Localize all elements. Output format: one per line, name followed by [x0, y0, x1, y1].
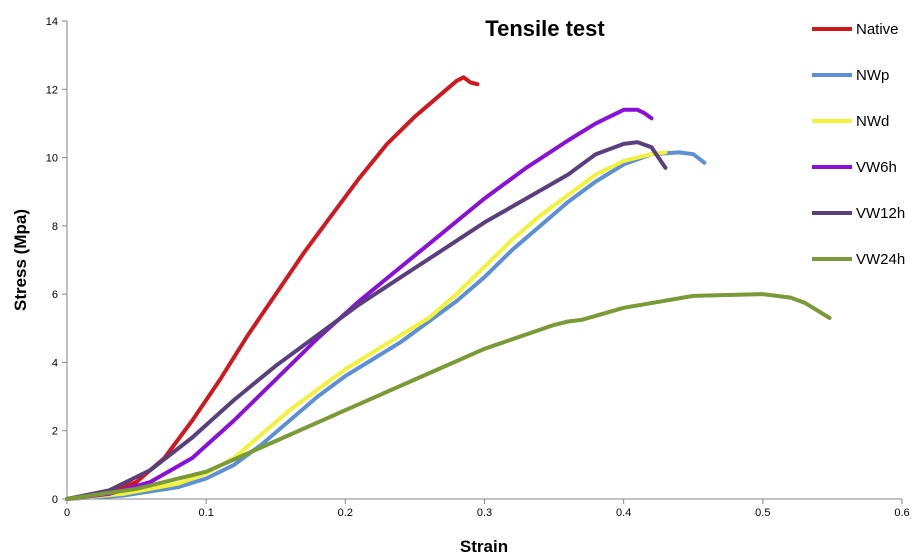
- legend-label-vw6h: VW6h: [856, 159, 897, 176]
- y-tick-label: 4: [52, 357, 58, 369]
- y-tick-label: 8: [52, 221, 58, 233]
- series-lines: [65, 75, 832, 501]
- x-tick-label: 0.3: [477, 507, 492, 519]
- series-line-nwd: [65, 150, 668, 501]
- legend: Native NWp NWd VW6h VW12h VW24h: [812, 21, 905, 268]
- series-line-vw12h: [65, 140, 668, 501]
- chart-title: Tensile test: [485, 16, 605, 41]
- x-tick-label: 0.5: [755, 507, 770, 519]
- legend-label-vw24h: VW24h: [856, 251, 905, 268]
- series-line-nwp: [65, 150, 707, 501]
- legend-label-nwd: NWd: [856, 113, 889, 130]
- y-tick-label: 14: [46, 16, 58, 28]
- legend-label-vw12h: VW12h: [856, 205, 905, 222]
- x-axis-title: Strain: [460, 537, 508, 556]
- x-tick-label: 0.6: [894, 507, 909, 519]
- legend-label-native: Native: [856, 21, 899, 38]
- x-ticks: 0 0.1 0.2 0.3 0.4 0.5 0.6: [64, 499, 910, 519]
- x-tick-label: 0: [64, 507, 70, 519]
- legend-label-nwp: NWp: [856, 67, 889, 84]
- y-tick-label: 10: [46, 153, 58, 165]
- y-axis-title: Stress (Mpa): [11, 209, 30, 311]
- axes: [66, 21, 902, 500]
- series-line-vw6h: [65, 107, 654, 501]
- y-tick-label: 2: [52, 426, 58, 438]
- y-ticks: 0 2 4 6 8 10 12 14: [46, 16, 67, 506]
- y-tick-label: 0: [52, 494, 58, 506]
- series-line-vw24h: [65, 292, 832, 501]
- x-tick-label: 0.4: [616, 507, 631, 519]
- x-tick-label: 0.1: [199, 507, 214, 519]
- y-tick-label: 12: [46, 84, 58, 96]
- x-tick-label: 0.2: [338, 507, 353, 519]
- y-tick-label: 6: [52, 289, 58, 301]
